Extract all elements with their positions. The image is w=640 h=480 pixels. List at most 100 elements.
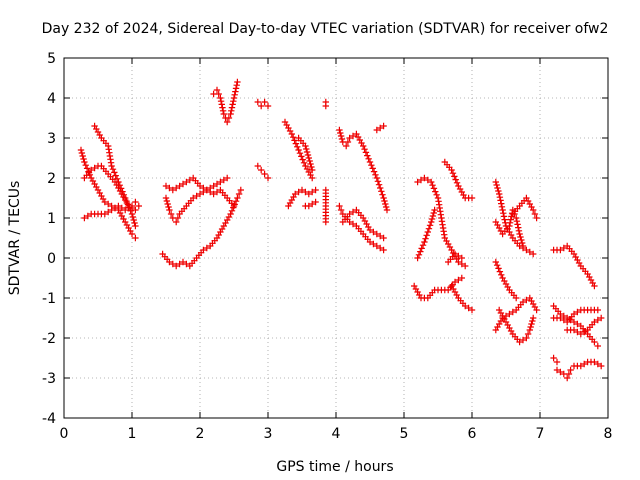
data-point: [421, 238, 428, 246]
data-point: [370, 228, 377, 236]
y-tick-label: -1: [42, 291, 56, 307]
data-point: [495, 265, 502, 272]
data-point: [493, 181, 500, 189]
data-point: [495, 187, 502, 195]
data-point: [567, 366, 574, 374]
data-point: [228, 104, 236, 111]
data-point: [305, 154, 312, 162]
data-point: [118, 204, 125, 212]
data-point: [574, 328, 581, 336]
data-point: [365, 155, 372, 162]
data-point: [497, 197, 504, 204]
data-point: [423, 232, 430, 239]
data-point: [166, 258, 173, 266]
data-point: [288, 130, 295, 138]
data-point: [291, 137, 298, 144]
data-point: [500, 213, 508, 220]
data-point: [227, 110, 234, 118]
data-point: [380, 194, 387, 202]
data-point: [519, 242, 527, 250]
data-point: [369, 165, 376, 172]
data-point: [190, 194, 197, 202]
data-point: [217, 178, 224, 186]
data-point: [312, 186, 319, 194]
data-point: [183, 178, 190, 186]
data-point: [224, 118, 231, 126]
data-point: [203, 186, 210, 194]
data-point: [366, 158, 374, 166]
data-point: [264, 102, 272, 110]
x-axis-label: GPS time / hours: [276, 459, 393, 475]
data-point: [105, 200, 112, 208]
data-point: [193, 192, 200, 200]
data-point: [518, 236, 525, 244]
data-point: [370, 240, 377, 248]
data-point: [506, 219, 514, 226]
data-point: [294, 143, 301, 150]
data-point: [557, 314, 564, 322]
data-point: [516, 338, 523, 346]
data-point: [304, 151, 312, 159]
data-point: [524, 330, 532, 338]
data-point: [217, 98, 225, 105]
data-point: [308, 163, 315, 171]
data-point: [125, 202, 132, 210]
data-point: [574, 320, 581, 328]
data-point: [372, 171, 379, 178]
data-point: [366, 238, 374, 246]
data-point: [135, 202, 142, 210]
data-point: [309, 174, 316, 182]
data-point: [111, 169, 118, 176]
data-point: [346, 134, 353, 142]
data-point: [232, 88, 239, 95]
data-point: [230, 98, 237, 105]
data-point: [166, 206, 173, 214]
data-point: [174, 214, 182, 222]
data-point: [295, 188, 302, 196]
data-point: [570, 326, 578, 334]
y-tick-label: -2: [42, 331, 56, 347]
data-point: [163, 197, 171, 205]
data-point: [560, 316, 567, 324]
data-point: [499, 206, 506, 214]
data-point: [557, 368, 564, 376]
data-point: [598, 314, 605, 322]
data-point: [264, 174, 272, 182]
data-point: [298, 186, 306, 194]
data-point: [560, 244, 567, 252]
data-point: [213, 86, 221, 94]
data-point: [378, 188, 385, 195]
data-point: [468, 194, 476, 202]
data-point: [373, 126, 380, 134]
data-point: [230, 204, 237, 211]
data-point: [515, 227, 523, 234]
data-point: [492, 258, 499, 266]
data-point: [417, 176, 425, 184]
data-point: [127, 207, 134, 214]
x-tick-label: 2: [196, 426, 205, 442]
data-point: [516, 230, 523, 238]
data-point: [258, 102, 265, 110]
data-point: [295, 146, 302, 154]
data-point: [458, 274, 465, 282]
data-point: [567, 316, 574, 324]
data-point: [523, 296, 530, 304]
data-point: [112, 172, 119, 179]
data-point: [553, 366, 561, 374]
grid-lines: [64, 58, 608, 418]
data-point: [336, 202, 343, 210]
data-point: [336, 126, 343, 134]
data-point: [577, 362, 584, 370]
data-point: [173, 218, 180, 226]
y-tick-label: 3: [47, 131, 56, 147]
data-point: [498, 271, 505, 278]
data-point: [289, 134, 297, 141]
data-point: [581, 360, 588, 368]
data-point: [169, 260, 176, 268]
data-point: [207, 188, 214, 196]
data-point: [373, 242, 380, 250]
data-point: [377, 124, 384, 132]
data-point: [517, 233, 524, 241]
data-point: [303, 148, 311, 156]
data-point: [377, 232, 384, 240]
